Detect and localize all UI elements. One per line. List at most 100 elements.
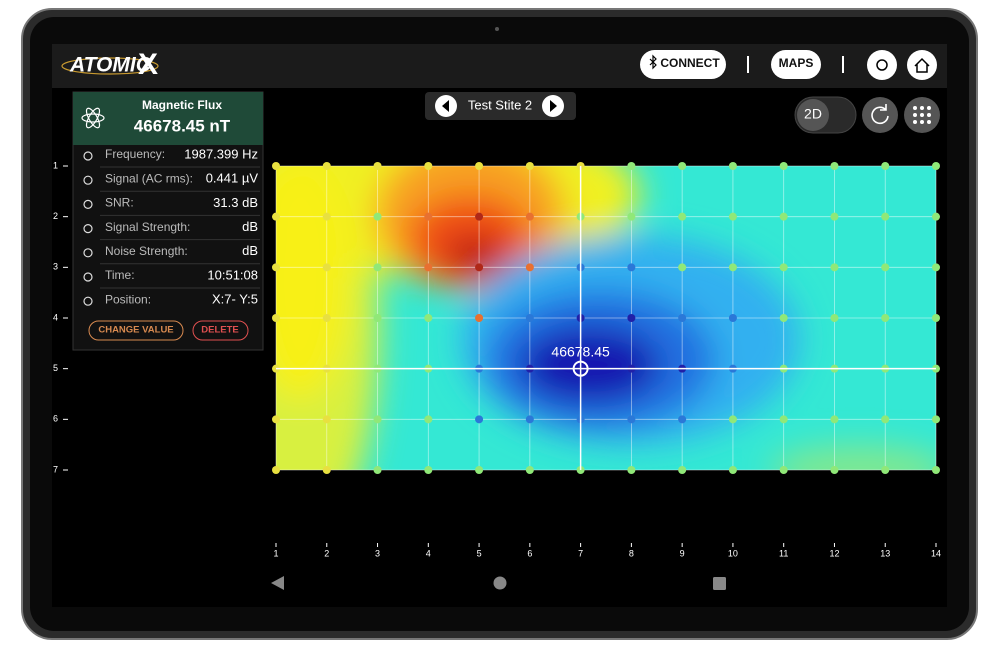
maps-label[interactable]: MAPS: [779, 56, 814, 70]
grid-point[interactable]: [525, 415, 534, 424]
grid-point[interactable]: [678, 466, 687, 474]
grid-point[interactable]: [627, 212, 636, 221]
grid-point[interactable]: [373, 314, 382, 322]
grid-point[interactable]: [424, 212, 433, 221]
grid-point[interactable]: [728, 263, 737, 272]
row-icon: [83, 248, 93, 258]
grid-point[interactable]: [424, 263, 433, 272]
grid-point[interactable]: [932, 263, 940, 272]
grid-point[interactable]: [881, 314, 890, 322]
grid-point[interactable]: [678, 263, 687, 272]
grid-point[interactable]: [475, 466, 484, 474]
grid-point[interactable]: [627, 466, 636, 474]
grid-point[interactable]: [475, 263, 484, 272]
grid-point[interactable]: [627, 162, 636, 170]
grid-point[interactable]: [728, 212, 737, 221]
grid-point[interactable]: [322, 162, 331, 170]
connect-button[interactable]: CONNECT: [640, 50, 726, 79]
grid-point[interactable]: [678, 212, 687, 221]
bluetooth-icon: [649, 54, 657, 70]
grid-point[interactable]: [525, 466, 534, 474]
grid-point[interactable]: [525, 314, 534, 322]
settings-button[interactable]: [867, 50, 897, 80]
grid-point[interactable]: [373, 466, 382, 474]
grid-point[interactable]: [830, 263, 839, 272]
view-toggle-label[interactable]: 2D: [804, 106, 822, 122]
grid-point[interactable]: [728, 162, 737, 170]
grid-point[interactable]: [678, 415, 687, 424]
grid-point[interactable]: [881, 263, 890, 272]
grid-point[interactable]: [272, 415, 280, 424]
grid-point[interactable]: [424, 314, 433, 322]
grid-point[interactable]: [779, 466, 788, 474]
grid-point[interactable]: [272, 466, 280, 474]
grid-point[interactable]: [525, 162, 534, 170]
home-button[interactable]: [907, 50, 937, 80]
maps-button[interactable]: MAPS: [771, 50, 821, 79]
grid-point[interactable]: [322, 263, 331, 272]
grid-point[interactable]: [779, 263, 788, 272]
delete-label[interactable]: DELETE: [201, 325, 238, 336]
change-value-label[interactable]: CHANGE VALUE: [98, 325, 173, 336]
grid-point[interactable]: [627, 263, 636, 272]
grid-point[interactable]: [272, 263, 280, 272]
grid-point[interactable]: [728, 466, 737, 474]
grid-point[interactable]: [932, 314, 940, 322]
grid-point[interactable]: [373, 162, 382, 170]
nav-home[interactable]: [493, 576, 507, 590]
grid-point[interactable]: [779, 162, 788, 170]
grid-point[interactable]: [932, 415, 940, 424]
grid-point[interactable]: [881, 212, 890, 221]
grid-point[interactable]: [678, 314, 687, 322]
grid-point[interactable]: [475, 314, 484, 322]
grid-point[interactable]: [424, 466, 433, 474]
grid-point[interactable]: [373, 263, 382, 272]
view-toggle-knob[interactable]: [797, 99, 829, 131]
grid-point[interactable]: [678, 162, 687, 170]
maps-bg[interactable]: [771, 50, 821, 79]
grid-point[interactable]: [830, 162, 839, 170]
grid-point[interactable]: [272, 162, 280, 170]
grid-point[interactable]: [322, 415, 331, 424]
grid-point[interactable]: [475, 212, 484, 221]
delete-button[interactable]: [192, 320, 249, 341]
y-tick-label: 7: [53, 464, 58, 474]
grid-point[interactable]: [830, 314, 839, 322]
grid-point[interactable]: [322, 212, 331, 221]
nav-back[interactable]: [271, 576, 284, 590]
grid-point[interactable]: [779, 314, 788, 322]
nav-recents[interactable]: [713, 577, 726, 590]
grid-point[interactable]: [728, 415, 737, 424]
grid-point[interactable]: [322, 466, 331, 474]
grid-point[interactable]: [728, 314, 737, 322]
grid-point[interactable]: [881, 162, 890, 170]
grid-point[interactable]: [627, 415, 636, 424]
grid-point[interactable]: [779, 415, 788, 424]
grid-point[interactable]: [932, 212, 940, 221]
refresh-button[interactable]: [862, 97, 898, 133]
grid-point[interactable]: [881, 415, 890, 424]
grid-point[interactable]: [424, 162, 433, 170]
grid-point[interactable]: [830, 212, 839, 221]
grid-point[interactable]: [525, 263, 534, 272]
grid-point[interactable]: [272, 314, 280, 322]
grid-point[interactable]: [830, 466, 839, 474]
grid-point[interactable]: [475, 162, 484, 170]
grid-point[interactable]: [932, 162, 940, 170]
grid-point[interactable]: [272, 212, 280, 221]
connect-label[interactable]: CONNECT: [660, 56, 720, 70]
connect-bg[interactable]: [640, 50, 726, 79]
grid-point[interactable]: [627, 314, 636, 322]
row-value: 10:51:08: [207, 267, 258, 282]
grid-point[interactable]: [373, 415, 382, 424]
grid-point[interactable]: [322, 314, 331, 322]
change-value-button[interactable]: [88, 320, 184, 341]
grid-point[interactable]: [373, 212, 382, 221]
grid-point[interactable]: [830, 415, 839, 424]
grid-point[interactable]: [932, 466, 940, 474]
grid-point[interactable]: [881, 466, 890, 474]
grid-point[interactable]: [475, 415, 484, 424]
grid-point[interactable]: [525, 212, 534, 221]
grid-point[interactable]: [779, 212, 788, 221]
grid-point[interactable]: [424, 415, 433, 424]
